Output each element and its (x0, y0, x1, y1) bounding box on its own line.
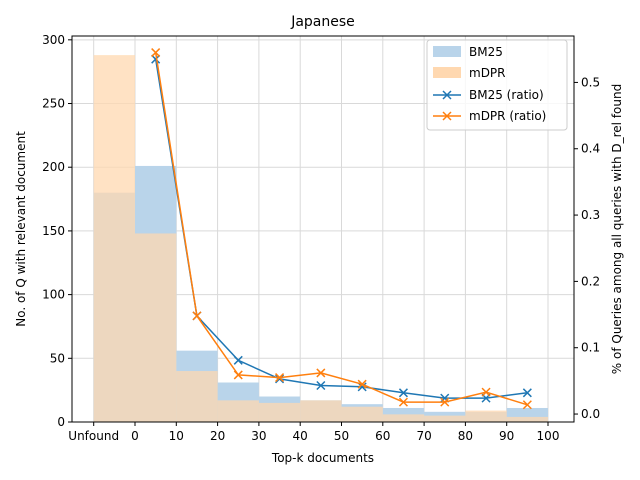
x-tick-label-10: 90 (499, 429, 514, 443)
legend-swatch-mdpr (433, 67, 461, 78)
y-axis-left: 0 50 100 150 200 250 300 (42, 33, 72, 429)
chart-title: Japanese (290, 14, 355, 30)
legend-label-mdpr-ratio: mDPR (ratio) (469, 109, 546, 123)
point-mdpr-ratio-1 (192, 311, 202, 321)
bar-mdpr-2 (176, 371, 218, 422)
point-mdpr-ratio-2 (233, 370, 243, 380)
bars-mdpr (93, 55, 548, 422)
x-tick-label-8: 70 (416, 429, 431, 443)
line-mdpr-ratio (154, 52, 528, 406)
y-axis-right-label: % of Queries among all queries with D_re… (610, 84, 624, 374)
point-bm25-ratio-6 (398, 388, 408, 398)
x-tick-label-5: 40 (293, 429, 308, 443)
legend-swatch-bm25 (433, 46, 461, 57)
legend-label-bm25-ratio: BM25 (ratio) (469, 88, 544, 102)
y-right-tick-label-0: 0.0 (581, 407, 600, 421)
x-tick-label-7: 60 (375, 429, 390, 443)
x-tick-label-11: 100 (537, 429, 560, 443)
line-bm25-ratio (154, 59, 528, 399)
point-bm25-ratio-9 (522, 388, 532, 398)
legend-marker-bm25-ratio (442, 90, 452, 100)
legend-label-bm25: BM25 (469, 45, 503, 59)
y-right-tick-label-4: 0.4 (581, 142, 600, 156)
y-tick-label-1: 50 (50, 351, 65, 365)
y-tick-label-3: 150 (42, 224, 65, 238)
point-mdpr-ratio-3 (275, 373, 285, 383)
y-right-tick-label-2: 0.2 (581, 274, 600, 288)
point-mdpr-ratio-6 (398, 397, 408, 407)
point-mdpr-ratio-7 (440, 397, 450, 407)
legend-label-mdpr: mDPR (469, 66, 506, 80)
x-tick-label-3: 20 (210, 429, 225, 443)
bar-mdpr-6 (341, 406, 383, 422)
x-tick-label-2: 10 (169, 429, 184, 443)
legend-box (426, 39, 568, 131)
x-tick-label-9: 80 (458, 429, 473, 443)
bar-mdpr-4 (258, 402, 301, 422)
point-bm25-ratio-0 (151, 54, 161, 64)
bar-mdpr-1 (135, 233, 177, 422)
ratio-lines (151, 48, 532, 410)
y-right-tick-label-1: 0.1 (581, 341, 600, 355)
point-mdpr-ratio-5 (357, 379, 367, 389)
y-right-tick-label-3: 0.3 (581, 208, 600, 222)
bar-mdpr-3 (217, 400, 259, 422)
x-tick-label-4: 30 (251, 429, 266, 443)
y-tick-label-5: 250 (42, 97, 65, 111)
bar-mdpr-0 (93, 55, 135, 422)
point-mdpr-ratio-8 (481, 387, 491, 397)
bar-mdpr-8 (424, 415, 466, 422)
bar-mdpr-5 (300, 400, 342, 422)
y-tick-label-6: 300 (42, 33, 65, 47)
legend: BM25 mDPR BM25 (ratio) mDPR (ratio) (426, 39, 568, 131)
x-tick-label-0: Unfound (68, 429, 119, 443)
bar-mdpr-10 (506, 416, 548, 422)
x-tick-label-6: 50 (334, 429, 349, 443)
point-mdpr-ratio-4 (316, 368, 326, 378)
y-tick-label-4: 200 (42, 160, 65, 174)
point-mdpr-ratio-0 (151, 48, 161, 58)
x-tick-label-1: 0 (131, 429, 139, 443)
bar-mdpr-7 (382, 414, 425, 422)
y-right-tick-label-5: 0.5 (581, 75, 600, 89)
plot-frame (71, 35, 575, 423)
point-bm25-ratio-2 (233, 355, 243, 365)
y-tick-label-2: 100 (42, 288, 65, 302)
y-tick-label-0: 0 (57, 415, 65, 429)
point-bm25-ratio-3 (275, 374, 285, 384)
point-bm25-ratio-4 (316, 380, 326, 391)
y-axis-label: No. of Q with relevant document (14, 131, 28, 327)
point-mdpr-ratio-9 (522, 400, 532, 410)
x-axis: Unfound 0 10 20 30 40 50 60 70 80 90 100 (68, 422, 559, 443)
bar-mdpr-9 (465, 410, 507, 422)
legend-marker-mdpr-ratio (442, 111, 452, 121)
x-axis-label: Top-k documents (271, 451, 374, 465)
y-axis-right: 0.0 0.1 0.2 0.3 0.4 0.5 (574, 75, 600, 421)
